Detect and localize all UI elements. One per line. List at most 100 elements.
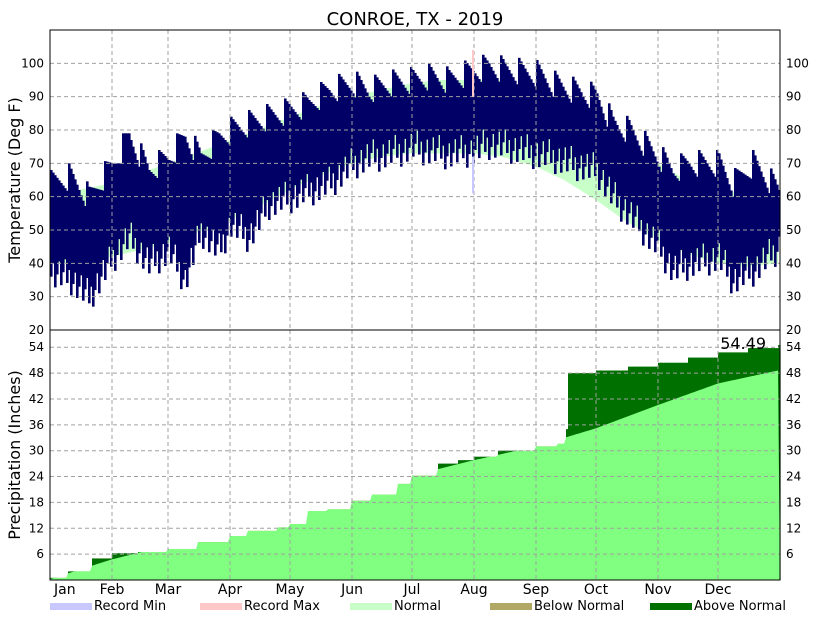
temp-day-bar bbox=[50, 170, 53, 277]
temp-ytick-label: 40 bbox=[29, 256, 44, 270]
month-label: Mar bbox=[155, 582, 182, 598]
temp-day-bar bbox=[718, 153, 721, 244]
temp-day-bar bbox=[662, 147, 665, 247]
temp-day-bar bbox=[222, 137, 225, 235]
temp-day-bar bbox=[156, 178, 159, 252]
precip-ytick-label: 24 bbox=[29, 470, 44, 484]
temp-day-bar bbox=[134, 153, 137, 238]
temp-day-bar bbox=[666, 157, 669, 264]
temp-day-bar bbox=[462, 87, 465, 159]
temp-day-bar bbox=[178, 134, 181, 263]
temp-day-bar bbox=[102, 190, 105, 260]
record-min-mark bbox=[472, 156, 474, 194]
temp-day-bar bbox=[126, 133, 129, 250]
temp-day-bar bbox=[54, 175, 57, 288]
temp-day-bar bbox=[624, 141, 627, 200]
temp-ytick-label: 60 bbox=[786, 190, 801, 204]
month-label: Nov bbox=[644, 582, 671, 598]
temp-day-bar bbox=[94, 188, 97, 290]
temp-day-bar bbox=[116, 163, 119, 255]
temp-day-bar bbox=[602, 113, 605, 170]
temp-day-bar bbox=[762, 176, 765, 248]
temp-ytick-label: 50 bbox=[29, 223, 44, 237]
temp-day-bar bbox=[528, 75, 531, 159]
temp-day-bar bbox=[472, 70, 475, 164]
temp-day-bar bbox=[170, 160, 173, 264]
temp-day-bar bbox=[302, 92, 305, 203]
temp-day-bar bbox=[130, 140, 133, 223]
precip-ytick-label: 36 bbox=[786, 418, 801, 432]
precip-ylabel: Precipitation (Inches) bbox=[5, 370, 24, 540]
temp-day-bar bbox=[74, 179, 77, 273]
temp-day-bar bbox=[82, 200, 85, 301]
temp-day-bar bbox=[186, 142, 189, 288]
temp-day-bar bbox=[384, 88, 387, 168]
temp-yticks-left: 20 30 40 50 60 70 80 90 100 bbox=[21, 56, 44, 337]
precip-plot-frame bbox=[49, 329, 781, 581]
temp-day-bar bbox=[414, 72, 417, 144]
month-labels: Jan Feb Mar Apr May Jun Jul Aug Sep Oct Nov Dec bbox=[53, 582, 732, 598]
temp-day-bar bbox=[454, 77, 457, 140]
temp-day-bar bbox=[272, 112, 275, 193]
chart-title: CONROE, TX - 2019 bbox=[327, 9, 504, 30]
temp-day-bar bbox=[342, 79, 345, 172]
temp-day-bar bbox=[132, 146, 135, 249]
temp-day-bar bbox=[638, 145, 641, 232]
temp-day-bar bbox=[478, 79, 481, 159]
temp-day-bar bbox=[658, 166, 661, 230]
temp-day-bar bbox=[574, 80, 577, 158]
temp-day-bar bbox=[598, 100, 601, 190]
temp-day-bar bbox=[68, 163, 71, 270]
temp-day-bar bbox=[552, 96, 555, 150]
temp-day-bar bbox=[420, 81, 423, 142]
temp-day-bar bbox=[550, 92, 553, 163]
precip-ytick-label: 54 bbox=[786, 340, 801, 354]
temp-ytick-label: 90 bbox=[786, 90, 801, 104]
temp-day-bar bbox=[722, 165, 725, 260]
temp-ytick-label: 100 bbox=[21, 56, 44, 70]
precip-ytick-label: 42 bbox=[786, 392, 801, 406]
temp-day-bar bbox=[450, 72, 453, 167]
temp-day-bar bbox=[644, 130, 647, 235]
temp-day-bar bbox=[336, 101, 339, 180]
temp-day-bar bbox=[756, 160, 759, 257]
legend-label: Below Normal bbox=[534, 599, 624, 614]
temp-day-bar bbox=[492, 70, 495, 134]
temp-day-bar bbox=[70, 168, 73, 296]
temp-day-bar bbox=[172, 161, 175, 255]
temp-day-bar bbox=[142, 150, 145, 269]
temp-day-bar bbox=[386, 90, 389, 154]
temp-day-bar bbox=[684, 158, 687, 259]
legend-swatch bbox=[490, 603, 532, 610]
temp-day-bar bbox=[456, 80, 459, 163]
temp-day-bar bbox=[522, 65, 525, 160]
temp-observed-layer bbox=[50, 54, 781, 307]
temp-day-bar bbox=[118, 163, 121, 240]
temp-ylabel: Temperature (Deg F) bbox=[5, 97, 24, 264]
temp-day-bar bbox=[616, 125, 619, 208]
temp-day-bar bbox=[212, 130, 215, 230]
temp-day-bar bbox=[670, 168, 673, 280]
temp-day-bar bbox=[498, 81, 501, 132]
precip-ytick-label: 18 bbox=[786, 495, 801, 509]
temp-day-bar bbox=[618, 129, 621, 197]
temp-day-bar bbox=[694, 173, 697, 262]
temp-ytick-label: 30 bbox=[29, 290, 44, 304]
temp-day-bar bbox=[620, 133, 623, 222]
temp-day-bar bbox=[704, 160, 707, 267]
temp-day-bar bbox=[566, 94, 569, 172]
temp-day-bar bbox=[554, 70, 557, 174]
temp-day-bar bbox=[164, 156, 167, 266]
temp-day-bar bbox=[702, 156, 705, 244]
temp-day-bar bbox=[166, 158, 169, 252]
month-label: Jun bbox=[340, 582, 363, 598]
temp-day-bar bbox=[542, 73, 545, 142]
temp-day-bar bbox=[244, 134, 247, 228]
temp-day-bar bbox=[368, 96, 371, 167]
temp-day-bar bbox=[248, 110, 251, 240]
temp-day-bar bbox=[64, 188, 67, 260]
legend-label: Record Max bbox=[244, 599, 320, 614]
temp-day-bar bbox=[410, 66, 413, 134]
temp-day-bar bbox=[400, 81, 403, 167]
legend-swatch bbox=[200, 603, 242, 610]
